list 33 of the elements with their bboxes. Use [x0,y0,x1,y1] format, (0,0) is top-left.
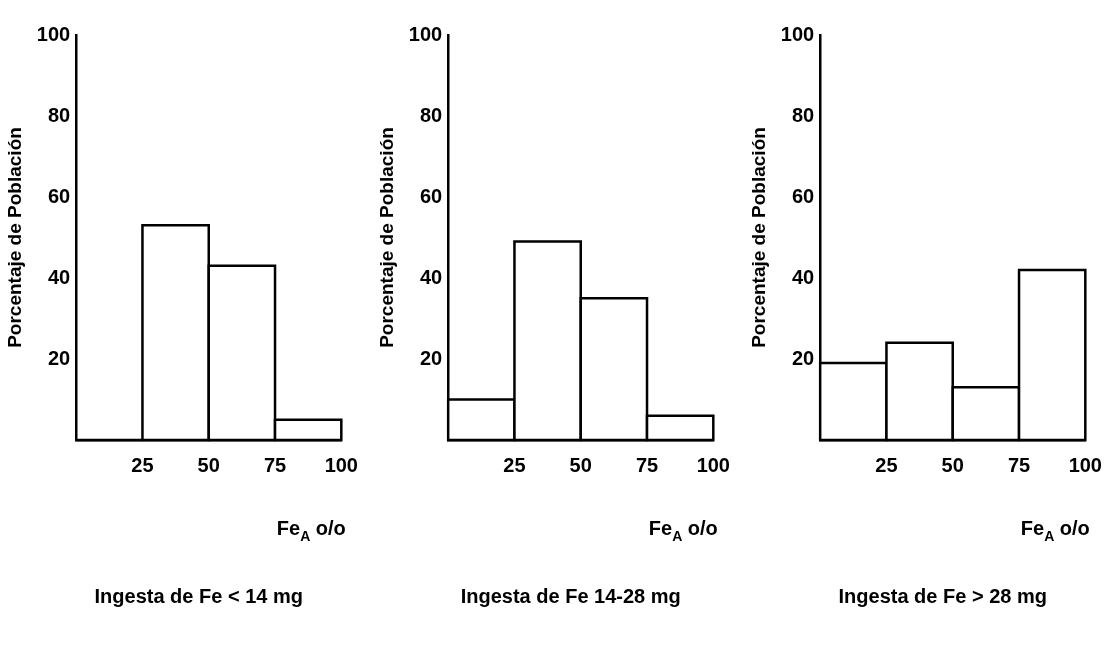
y-tick-label: 60 [791,184,815,207]
text: Ingesta de Fe > 28 mg [838,585,1047,607]
x-tick-label: 50 [569,453,592,476]
x-tick-label: 100 [696,453,730,476]
y-tick-label: 60 [419,184,443,207]
y-tick-label: 100 [36,22,71,45]
text: Ingesta de Fe 14-28 mg [460,585,681,607]
y-tick-label: 80 [47,103,71,126]
x-tick-label: 75 [263,453,287,476]
x-tick-label: 50 [197,453,220,476]
x-tick-label: 25 [131,453,154,476]
x-tick-label: 75 [1007,453,1031,476]
y-tick-label: 20 [47,346,71,369]
x-tick-label: 25 [875,453,898,476]
y-tick-label: 40 [791,265,815,288]
y-axis-title: Porcentaje de Población [747,127,769,348]
y-axis-title: Porcentaje de Población [375,127,397,348]
y-axis-title: Porcentaje de Población [3,127,25,348]
y-tick-label: 80 [791,103,815,126]
y-tick-label: 40 [419,265,443,288]
y-tick-label: 60 [47,184,71,207]
y-tick-label: 100 [408,22,443,45]
x-tick-label: 100 [324,453,358,476]
y-tick-label: 100 [780,22,815,45]
y-tick-label: 40 [47,265,71,288]
x-tick-label: 25 [503,453,526,476]
x-tick-label: 100 [1068,453,1102,476]
text: Ingesta de Fe < 14 mg [94,585,303,607]
y-tick-label: 20 [419,346,443,369]
x-tick-label: 75 [635,453,659,476]
y-tick-label: 80 [419,103,443,126]
y-tick-label: 20 [791,346,815,369]
x-tick-label: 50 [941,453,964,476]
